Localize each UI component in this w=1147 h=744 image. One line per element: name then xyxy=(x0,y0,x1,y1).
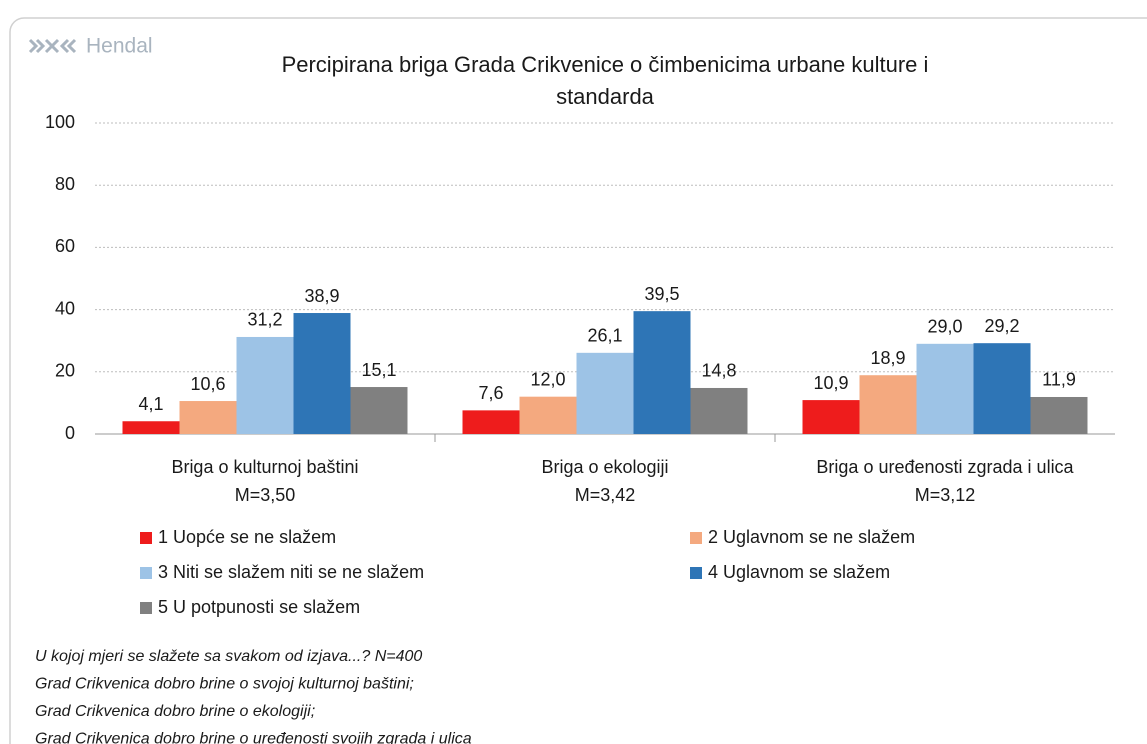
y-tick-label: 100 xyxy=(45,112,75,132)
y-tick-label: 40 xyxy=(55,298,75,318)
legend-swatch xyxy=(140,602,152,614)
value-label: 12,0 xyxy=(530,369,565,389)
x-tick-sublabel: M=3,50 xyxy=(235,485,296,505)
x-tick-sublabel: M=3,12 xyxy=(915,485,976,505)
bar xyxy=(859,375,917,434)
legend-label: 1 Uopće se ne slažem xyxy=(158,527,336,547)
value-label: 29,0 xyxy=(927,317,962,337)
legend-label: 2 Uglavnom se ne slažem xyxy=(708,527,915,547)
value-label: 39,5 xyxy=(644,284,679,304)
bar xyxy=(350,387,408,434)
y-tick-label: 20 xyxy=(55,361,75,381)
x-tick-label: Briga o kulturnoj baštini xyxy=(171,457,358,477)
bar xyxy=(1030,396,1088,434)
legend-label: 4 Uglavnom se slažem xyxy=(708,562,890,582)
bar xyxy=(802,400,860,434)
logo: Hendal xyxy=(86,35,153,58)
value-label: 10,6 xyxy=(190,374,225,394)
chart-title: Percipirana briga Grada Crikvenice o čim… xyxy=(282,52,929,77)
y-tick-label: 80 xyxy=(55,174,75,194)
x-tick-sublabel: M=3,42 xyxy=(575,485,636,505)
footnote: Grad Crikvenica dobro brine o svojoj kul… xyxy=(35,676,414,693)
x-tick-label: Briga o ekologiji xyxy=(541,457,668,477)
y-tick-label: 60 xyxy=(55,236,75,256)
y-tick-label: 0 xyxy=(65,423,75,443)
value-label: 11,9 xyxy=(1042,370,1076,390)
bar xyxy=(973,343,1031,434)
footnote: Grad Crikvenica dobro brine o ekologiji; xyxy=(35,703,315,720)
value-label: 15,1 xyxy=(361,360,396,380)
legend-swatch xyxy=(140,532,152,544)
bar xyxy=(576,352,634,434)
logo-icon xyxy=(28,38,77,54)
bar xyxy=(633,311,691,434)
legend-swatch xyxy=(690,567,702,579)
bar xyxy=(236,336,294,434)
value-label: 26,1 xyxy=(587,326,622,346)
legend-swatch xyxy=(140,567,152,579)
legend-label: 3 Niti se slažem niti se ne slažem xyxy=(158,562,424,582)
bar xyxy=(916,343,974,434)
bar xyxy=(690,387,748,434)
legend-swatch xyxy=(690,532,702,544)
bar xyxy=(293,313,351,434)
bar xyxy=(462,410,520,434)
legend-label: 5 U potpunosti se slažem xyxy=(158,597,360,617)
footnote: Grad Crikvenica dobro brine o uređenosti… xyxy=(35,731,472,744)
value-label: 18,9 xyxy=(870,348,905,368)
value-label: 10,9 xyxy=(813,373,848,393)
footnote: U kojoj mjeri se slažete sa svakom od iz… xyxy=(35,648,422,665)
value-label: 31,2 xyxy=(247,310,282,330)
value-label: 29,2 xyxy=(984,316,1019,336)
value-label: 4,1 xyxy=(138,394,163,414)
bar xyxy=(122,421,180,434)
x-tick-label: Briga o uređenosti zgrada i ulica xyxy=(816,457,1074,477)
bar xyxy=(519,396,577,434)
bar xyxy=(179,401,237,434)
value-label: 7,6 xyxy=(478,383,503,403)
chart-title: standarda xyxy=(556,84,655,109)
value-label: 14,8 xyxy=(701,361,736,381)
value-label: 38,9 xyxy=(304,286,339,306)
